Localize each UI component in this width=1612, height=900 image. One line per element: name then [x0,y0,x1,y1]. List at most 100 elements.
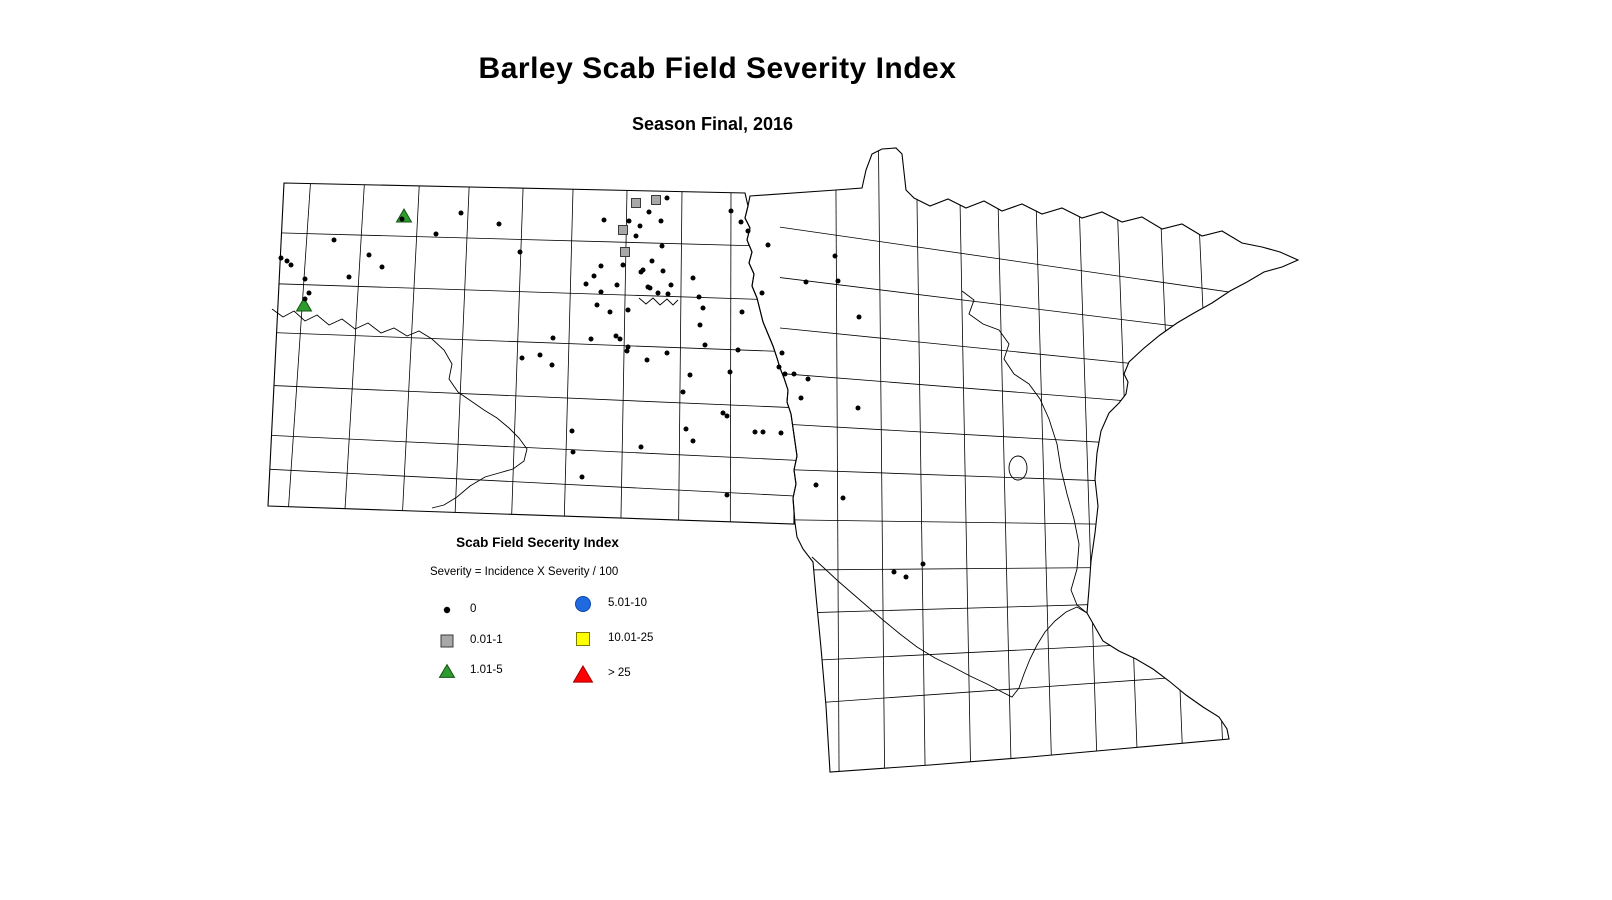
marker-dot-severity-0 [549,362,555,368]
legend-marker-square [432,626,462,656]
marker-dot-severity-0 [614,282,620,288]
marker-square-0-01-to-1 [620,247,630,257]
legend-formula: Severity = Incidence X Severity / 100 [430,566,619,578]
marker-dot-severity-0 [659,243,665,249]
devils-lake-shore [638,297,679,306]
marker-dot-severity-0 [696,294,702,300]
page-title: Barley Scab Field Severity Index [478,52,957,85]
marker-dot-severity-0 [798,395,804,401]
legend-marker-circle [568,589,598,619]
marker-dot-severity-0 [601,217,607,223]
marker-dot-severity-0 [366,252,372,258]
marker-dot-severity-0 [496,221,502,227]
legend-title: Scab Field Secerity Index [456,535,619,550]
mille-lacs-lake [1008,455,1028,481]
legend-marker-dot [432,595,462,625]
marker-dot-severity-0 [727,369,733,375]
marker-square-0-01-to-1 [651,195,661,205]
marker-dot-severity-0 [782,371,788,377]
rivers [271,290,1088,698]
marker-dot-severity-0 [625,307,631,313]
marker-dot-severity-0 [891,569,897,575]
marker-dot-severity-0 [624,348,630,354]
marker-dot-severity-0 [579,474,585,480]
legend-label: 0 [470,603,477,615]
marker-dot-severity-0 [779,350,785,356]
marker-dot-severity-0 [550,335,556,341]
marker-dot-severity-0 [633,233,639,239]
marker-dot-severity-0 [856,314,862,320]
mississippi-river [961,290,1088,614]
marker-dot-severity-0 [803,279,809,285]
marker-dot-severity-0 [664,195,670,201]
state-outline-minnesota [744,147,1300,773]
marker-dot-severity-0 [765,242,771,248]
marker-dot-severity-0 [346,274,352,280]
marker-dot-severity-0 [683,426,689,432]
marker-dot-severity-0 [760,429,766,435]
marker-triangle-1-01-to-5 [295,296,313,312]
marker-dot-severity-0 [664,350,670,356]
marker-dot-severity-0 [458,210,464,216]
legend-label: 10.01-25 [608,632,654,644]
marker-dot-severity-0 [569,428,575,434]
marker-dot-severity-0 [835,278,841,284]
marker-dot-severity-0 [680,389,686,395]
legend-label: > 25 [608,667,631,679]
minnesota-river [811,556,1088,698]
marker-dot-severity-0 [583,281,589,287]
marker-dot-severity-0 [920,561,926,567]
marker-dot-severity-0 [278,255,284,261]
marker-dot-severity-0 [791,371,797,377]
marker-dot-severity-0 [646,209,652,215]
marker-dot-severity-0 [813,482,819,488]
severity-legend: Scab Field Secerity Index Severity = Inc… [430,535,700,700]
marker-dot-severity-0 [306,290,312,296]
markers-layer [278,195,926,580]
marker-dot-severity-0 [519,355,525,361]
marker-dot-severity-0 [591,273,597,279]
marker-dot-severity-0 [637,223,643,229]
marker-dot-severity-0 [690,275,696,281]
marker-dot-severity-0 [752,429,758,435]
marker-dot-severity-0 [660,268,666,274]
marker-dot-severity-0 [649,258,655,264]
marker-dot-severity-0 [433,231,439,237]
marker-dot-severity-0 [598,263,604,269]
marker-dot-severity-0 [700,305,706,311]
county-grid-north-dakota [268,183,797,524]
marker-dot-severity-0 [728,208,734,214]
legend-label: 0.01-1 [470,634,503,646]
legend-marker-triangle [432,656,462,686]
marker-dot-severity-0 [724,413,730,419]
missouri-river [271,308,528,509]
marker-dot-severity-0 [613,333,619,339]
marker-dot-severity-0 [855,405,861,411]
legend-marker-triangle [568,659,598,689]
marker-dot-severity-0 [517,249,523,255]
marker-dot-severity-0 [665,291,671,297]
marker-dot-severity-0 [735,347,741,353]
marker-square-0-01-to-1 [618,225,628,235]
marker-dot-severity-0 [739,309,745,315]
marker-dot-severity-0 [617,336,623,342]
marker-dot-severity-0 [840,495,846,501]
marker-dot-severity-0 [399,216,405,222]
marker-dot-severity-0 [594,302,600,308]
marker-dot-severity-0 [903,574,909,580]
marker-dot-severity-0 [687,372,693,378]
marker-dot-severity-0 [607,309,613,315]
marker-dot-severity-0 [288,262,294,268]
marker-dot-severity-0 [647,285,653,291]
marker-dot-severity-0 [776,364,782,370]
marker-dot-severity-0 [644,357,650,363]
marker-dot-severity-0 [805,376,811,382]
marker-dot-severity-0 [702,342,708,348]
legend-marker-square [568,624,598,654]
marker-dot-severity-0 [668,282,674,288]
marker-dot-severity-0 [588,336,594,342]
marker-dot-severity-0 [284,258,290,264]
page-subtitle: Season Final, 2016 [631,114,794,134]
marker-dot-severity-0 [697,322,703,328]
